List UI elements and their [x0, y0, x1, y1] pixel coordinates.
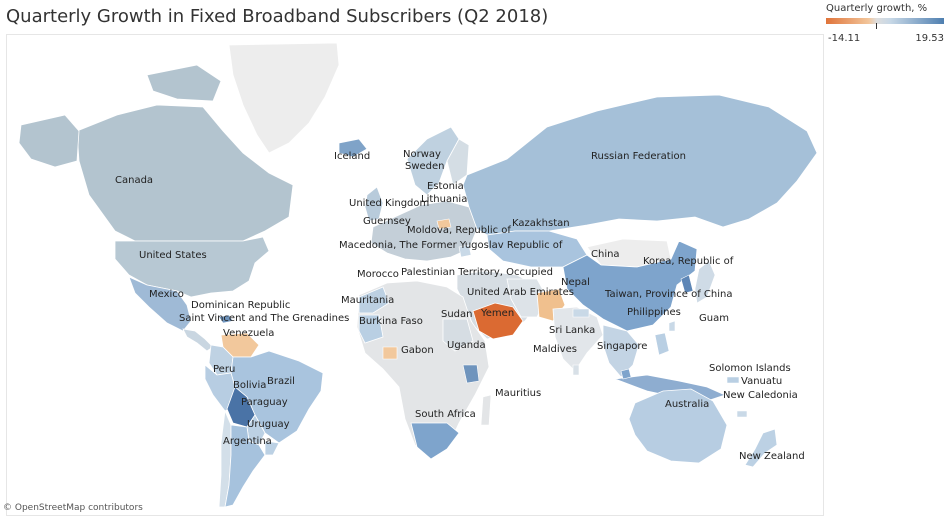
label-solomon-islands: Solomon Islands — [709, 363, 791, 374]
region-canada[interactable] — [76, 104, 294, 242]
label-philippines: Philippines — [627, 307, 681, 318]
region-new-zealand[interactable] — [744, 428, 778, 468]
label-china: China — [591, 249, 620, 260]
region-madagascar[interactable] — [480, 394, 492, 426]
label-russian-federation: Russian Federation — [591, 151, 686, 162]
label-nepal: Nepal — [561, 277, 590, 288]
region-japan[interactable] — [694, 260, 716, 304]
label-argentina: Argentina — [223, 436, 272, 447]
region-argentina[interactable] — [224, 424, 266, 508]
region-solomon-islands[interactable] — [726, 376, 740, 384]
label-south-africa: South Africa — [415, 409, 476, 420]
label-bolivia: Bolivia — [233, 380, 266, 391]
label-macedonia: Macedonia, The Former Yugoslav Republic … — [339, 240, 563, 251]
label-united-arab-emirates: United Arab Emirates — [467, 287, 574, 298]
label-sudan: Sudan — [441, 309, 473, 320]
region-finland[interactable] — [446, 138, 470, 186]
legend-gradient-bar — [826, 18, 944, 24]
region-dominican-republic[interactable] — [218, 314, 234, 324]
label-uganda: Uganda — [447, 340, 486, 351]
label-vanuatu: Vanuatu — [741, 376, 782, 387]
region-alaska[interactable] — [18, 114, 80, 168]
legend-zero-tick — [876, 23, 877, 29]
label-australia: Australia — [665, 399, 709, 410]
region-sudan[interactable] — [442, 318, 474, 352]
region-iceland[interactable] — [338, 138, 368, 158]
region-singapore[interactable] — [620, 368, 632, 380]
legend-title: Quarterly growth, % — [826, 3, 928, 14]
label-sweden: Sweden — [405, 161, 445, 172]
region-united-states[interactable] — [114, 236, 270, 298]
region-united-kingdom[interactable] — [364, 186, 384, 222]
label-estonia: Estonia — [427, 181, 464, 192]
region-canada-arctic[interactable] — [146, 64, 222, 102]
region-lithuania[interactable] — [436, 218, 452, 230]
label-taiwan: Taiwan, Province of China — [604, 289, 732, 300]
label-dominican-republic: Dominican Republic — [191, 300, 290, 311]
region-iran[interactable] — [506, 278, 548, 318]
label-lithuania: Lithuania — [421, 194, 467, 205]
label-united-kingdom: United Kingdom — [349, 198, 429, 209]
region-moldova[interactable] — [458, 244, 472, 258]
label-uruguay: Uruguay — [247, 419, 290, 430]
region-mauritania[interactable] — [358, 314, 384, 344]
region-australia[interactable] — [628, 388, 728, 464]
label-maldives: Maldives — [533, 344, 577, 355]
region-greenland[interactable] — [228, 42, 340, 154]
region-uruguay[interactable] — [264, 440, 280, 456]
region-new-caledonia[interactable] — [736, 410, 748, 418]
label-new-caledonia: New Caledonia — [723, 390, 798, 401]
label-mauritania: Mauritania — [341, 295, 394, 306]
map-canvas[interactable]: Canada United States Mexico Dominican Re… — [7, 35, 823, 515]
region-south-africa[interactable] — [410, 422, 460, 460]
region-korea[interactable] — [680, 274, 694, 294]
label-palestinian-territory: Palestinian Territory, Occupied — [401, 267, 553, 278]
region-mexico[interactable] — [128, 276, 192, 332]
region-burkina-faso[interactable] — [382, 346, 398, 360]
region-morocco[interactable] — [358, 286, 390, 314]
label-brazil: Brazil — [267, 376, 295, 387]
label-gabon: Gabon — [401, 345, 434, 356]
label-morocco: Morocco — [357, 269, 399, 280]
label-singapore: Singapore — [597, 341, 647, 352]
color-legend: Quarterly growth, % -14.11 19.53 — [826, 3, 946, 44]
legend-min-value: -14.11 — [828, 33, 861, 44]
label-norway: Norway — [403, 149, 441, 160]
label-yemen: Yemen — [480, 308, 514, 319]
label-guam: Guam — [699, 313, 729, 324]
world-map[interactable]: Canada United States Mexico Dominican Re… — [6, 34, 824, 516]
region-russian-federation[interactable] — [462, 94, 818, 236]
region-united-arab-emirates[interactable] — [472, 302, 524, 340]
label-canada: Canada — [115, 175, 153, 186]
label-new-zealand: New Zealand — [739, 451, 805, 462]
label-mexico: Mexico — [149, 289, 184, 300]
region-taiwan[interactable] — [668, 320, 676, 332]
region-uganda[interactable] — [462, 364, 480, 384]
region-philippines[interactable] — [654, 332, 670, 356]
label-united-states: United States — [139, 250, 207, 261]
label-burkina-faso: Burkina Faso — [359, 316, 423, 327]
label-korea: Korea, Republic of — [643, 256, 734, 267]
page-title: Quarterly Growth in Fixed Broadband Subs… — [6, 6, 549, 27]
label-peru: Peru — [213, 364, 235, 375]
label-venezuela: Venezuela — [223, 328, 274, 339]
label-guernsey: Guernsey — [363, 216, 411, 227]
region-central-america[interactable] — [182, 328, 214, 352]
label-saint-vincent: Saint Vincent and The Grenadines — [179, 313, 349, 324]
label-kazakhstan: Kazakhstan — [512, 218, 570, 229]
label-paraguay: Paraguay — [241, 397, 288, 408]
label-sri-lanka: Sri Lanka — [549, 325, 595, 336]
region-nepal[interactable] — [572, 308, 590, 318]
map-attribution[interactable]: © OpenStreetMap contributors — [3, 503, 143, 513]
label-iceland: Iceland — [334, 151, 370, 162]
label-moldova: Moldova, Republic of — [407, 225, 511, 236]
label-mauritius: Mauritius — [495, 388, 541, 399]
legend-max-value: 19.53 — [915, 33, 944, 44]
region-sri-lanka[interactable] — [572, 364, 580, 376]
